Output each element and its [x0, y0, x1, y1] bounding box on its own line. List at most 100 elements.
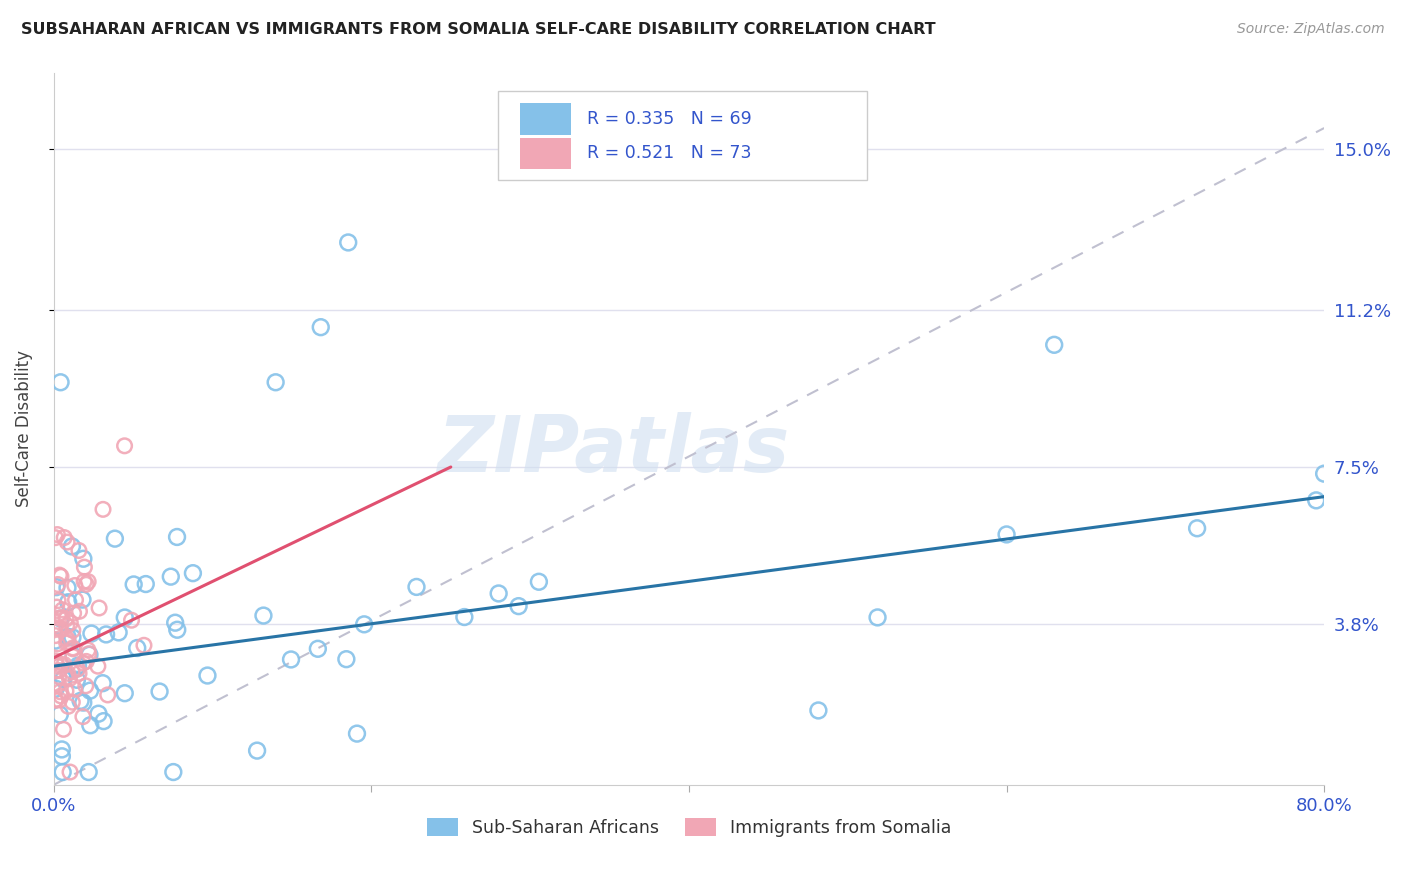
Point	[77, 647, 100, 661]
Point	[44, 618, 66, 632]
Point	[44, 693, 66, 707]
Point	[79, 648, 101, 662]
Point	[346, 726, 368, 740]
Point	[51, 749, 73, 764]
Point	[866, 610, 889, 624]
Point	[44, 693, 66, 707]
Point	[87, 601, 110, 615]
Point	[114, 610, 136, 624]
Point	[335, 652, 357, 666]
Text: ZIPatlas: ZIPatlas	[437, 412, 789, 488]
Point	[55, 612, 77, 626]
Point	[488, 586, 510, 600]
Point	[52, 765, 75, 780]
Legend: Sub-Saharan Africans, Immigrants from Somalia: Sub-Saharan Africans, Immigrants from So…	[420, 811, 959, 844]
Point	[62, 624, 84, 638]
Point	[46, 527, 69, 541]
Point	[69, 694, 91, 708]
Point	[264, 376, 287, 390]
Point	[93, 714, 115, 728]
Point	[51, 603, 73, 617]
Point	[62, 606, 84, 620]
Point	[1313, 467, 1336, 481]
Point	[1185, 521, 1208, 535]
Point	[63, 682, 86, 697]
Point	[77, 643, 100, 657]
Point	[159, 569, 181, 583]
Point	[166, 623, 188, 637]
Point	[49, 684, 72, 698]
Point	[53, 531, 76, 545]
Point	[48, 669, 70, 683]
Point	[58, 634, 80, 648]
Point	[72, 592, 94, 607]
Point	[52, 723, 75, 737]
Point	[49, 611, 72, 625]
Point	[87, 706, 110, 721]
Point	[73, 560, 96, 574]
Point	[67, 666, 90, 681]
Bar	[520, 137, 571, 169]
Point	[527, 574, 550, 589]
Point	[51, 742, 73, 756]
Point	[114, 439, 136, 453]
Point	[166, 530, 188, 544]
Point	[148, 684, 170, 698]
Point	[62, 641, 84, 656]
Point	[405, 580, 427, 594]
Point	[55, 636, 77, 650]
Point	[58, 699, 80, 714]
Point	[122, 577, 145, 591]
Point	[56, 630, 79, 644]
Point	[45, 681, 67, 696]
Point	[72, 656, 94, 670]
Point	[44, 654, 66, 668]
FancyBboxPatch shape	[499, 91, 868, 180]
Point	[453, 610, 475, 624]
Point	[75, 679, 97, 693]
Point	[66, 658, 89, 673]
Point	[65, 662, 87, 676]
Point	[48, 693, 70, 707]
Point	[45, 580, 67, 594]
Point	[55, 684, 77, 698]
Text: Source: ZipAtlas.com: Source: ZipAtlas.com	[1237, 22, 1385, 37]
Point	[56, 632, 79, 646]
Point	[48, 611, 70, 625]
Point	[46, 593, 69, 607]
Point	[49, 376, 72, 390]
Point	[48, 664, 70, 678]
Point	[44, 531, 66, 545]
Point	[44, 621, 66, 635]
Point	[80, 626, 103, 640]
Bar	[520, 103, 571, 135]
Point	[62, 640, 84, 655]
Y-axis label: Self-Care Disability: Self-Care Disability	[15, 351, 32, 508]
Point	[807, 703, 830, 717]
Text: R = 0.335   N = 69: R = 0.335 N = 69	[588, 110, 752, 128]
Point	[62, 631, 84, 645]
Text: R = 0.521   N = 73: R = 0.521 N = 73	[588, 145, 752, 162]
Point	[75, 655, 97, 669]
Point	[66, 673, 89, 687]
Point	[77, 765, 100, 780]
Point	[44, 629, 66, 643]
Point	[59, 615, 82, 630]
Point	[49, 658, 72, 673]
Point	[67, 543, 90, 558]
Point	[165, 615, 187, 630]
Text: SUBSAHARAN AFRICAN VS IMMIGRANTS FROM SOMALIA SELF-CARE DISABILITY CORRELATION C: SUBSAHARAN AFRICAN VS IMMIGRANTS FROM SO…	[21, 22, 936, 37]
Point	[353, 617, 375, 632]
Point	[94, 627, 117, 641]
Point	[56, 666, 79, 681]
Point	[72, 696, 94, 710]
Point	[60, 665, 83, 679]
Point	[114, 686, 136, 700]
Point	[121, 613, 143, 627]
Point	[197, 668, 219, 682]
Point	[79, 718, 101, 732]
Point	[60, 695, 83, 709]
Point	[49, 707, 72, 722]
Point	[79, 683, 101, 698]
Point	[53, 657, 76, 672]
